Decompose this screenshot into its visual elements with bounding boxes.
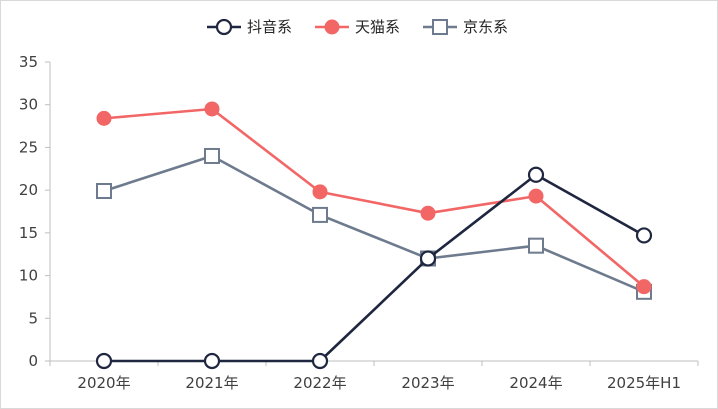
data-point <box>527 166 545 183</box>
series-line <box>103 107 645 288</box>
axes: 0 5 10 15 20 25 30 35 2020年 2021年 2022年 2023年 2024年 2… <box>19 53 699 392</box>
y-tick-label: 20 <box>19 181 38 199</box>
series-layer <box>95 101 653 370</box>
legend-marker <box>432 19 448 35</box>
x-tick-label: 2023年 <box>401 374 454 392</box>
legend-marker <box>215 18 233 36</box>
y-tick-label: 30 <box>19 96 38 114</box>
x-tick-label: 2021年 <box>185 374 238 392</box>
x-tick-label: 2020年 <box>77 374 130 392</box>
x-tick-label: 2022年 <box>293 374 346 392</box>
data-point <box>312 184 328 200</box>
data-point <box>204 101 220 117</box>
data-point <box>528 237 544 254</box>
legend-item: 京东系 <box>423 18 508 36</box>
y-tick-label: 0 <box>28 352 38 370</box>
y-tick-label: 5 <box>28 309 38 327</box>
y-tick-label: 35 <box>19 53 38 71</box>
data-point <box>203 352 221 370</box>
legend-label: 京东系 <box>463 18 508 36</box>
legend: 抖音系 天猫系 京东系 <box>207 18 508 36</box>
data-point <box>312 206 328 223</box>
data-point <box>420 205 436 221</box>
x-tick-label: 2025年H1 <box>607 374 681 392</box>
data-point <box>96 182 112 199</box>
series-0 <box>95 166 653 370</box>
y-tick-label: 25 <box>19 138 38 156</box>
legend-label: 抖音系 <box>247 18 292 36</box>
legend-item: 抖音系 <box>207 18 292 36</box>
legend-marker <box>324 19 340 35</box>
series-1 <box>96 101 652 295</box>
data-point <box>95 352 113 370</box>
data-point <box>419 250 437 267</box>
data-point <box>635 227 653 244</box>
data-point <box>636 279 652 295</box>
x-tick-label: 2024年 <box>509 374 562 392</box>
series-line <box>104 173 645 363</box>
legend-label: 天猫系 <box>355 18 400 36</box>
data-point <box>204 147 220 164</box>
series-line <box>103 154 645 293</box>
legend-item: 天猫系 <box>315 18 400 36</box>
y-tick-label: 10 <box>19 267 38 285</box>
data-point <box>528 188 544 204</box>
data-point <box>96 110 112 126</box>
y-tick-label: 15 <box>19 224 38 242</box>
data-point <box>311 352 329 370</box>
